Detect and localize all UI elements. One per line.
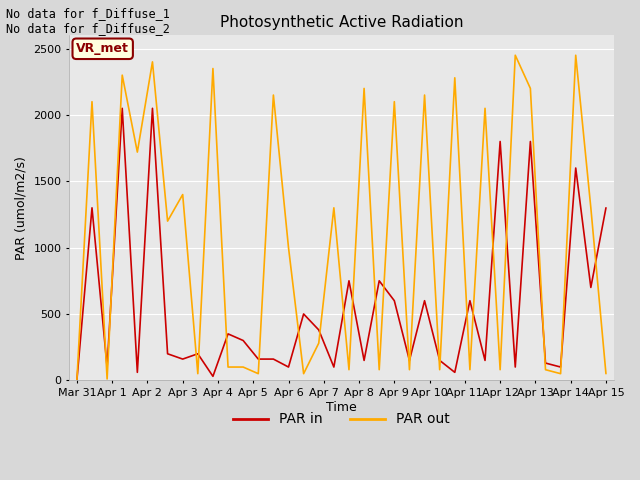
PAR out — [587, 205, 595, 211]
PAR in — [239, 337, 247, 343]
PAR out — [315, 340, 323, 346]
PAR in — [285, 364, 292, 370]
PAR in — [88, 205, 96, 211]
PAR out — [390, 99, 398, 105]
PAR in — [300, 311, 307, 317]
PAR in — [73, 377, 81, 383]
PAR in — [209, 373, 217, 379]
PAR out — [148, 59, 156, 65]
PAR out — [224, 364, 232, 370]
PAR in — [376, 278, 383, 284]
PAR in — [602, 205, 610, 211]
PAR out — [269, 92, 277, 98]
PAR out — [602, 371, 610, 376]
PAR in — [103, 364, 111, 370]
PAR out — [255, 371, 262, 376]
PAR in — [345, 278, 353, 284]
PAR in — [557, 364, 564, 370]
PAR out — [239, 364, 247, 370]
PAR out — [179, 192, 186, 197]
PAR in — [224, 331, 232, 337]
PAR in — [134, 370, 141, 375]
PAR in — [496, 139, 504, 144]
PAR out — [541, 367, 549, 372]
PAR out — [209, 66, 217, 72]
Text: VR_met: VR_met — [76, 42, 129, 55]
PAR in — [481, 358, 489, 363]
PAR in — [587, 285, 595, 290]
PAR in — [148, 106, 156, 111]
PAR out — [572, 52, 580, 58]
PAR out — [496, 367, 504, 372]
PAR in — [330, 364, 338, 370]
Text: No data for f_Diffuse_1: No data for f_Diffuse_1 — [6, 7, 170, 20]
PAR in — [164, 351, 172, 357]
PAR out — [360, 85, 368, 91]
PAR in — [541, 360, 549, 366]
PAR out — [527, 85, 534, 91]
Line: PAR in: PAR in — [77, 108, 606, 380]
PAR in — [436, 358, 444, 363]
PAR out — [436, 367, 444, 372]
PAR in — [360, 358, 368, 363]
PAR in — [466, 298, 474, 303]
PAR in — [527, 139, 534, 144]
PAR in — [390, 298, 398, 303]
PAR out — [330, 205, 338, 211]
PAR in — [420, 298, 428, 303]
PAR in — [255, 356, 262, 362]
PAR out — [451, 75, 459, 81]
Title: Photosynthetic Active Radiation: Photosynthetic Active Radiation — [220, 15, 463, 30]
PAR out — [466, 367, 474, 372]
PAR out — [557, 371, 564, 376]
Legend: PAR in, PAR out: PAR in, PAR out — [227, 407, 456, 432]
PAR out — [88, 99, 96, 105]
PAR out — [103, 376, 111, 382]
PAR out — [481, 106, 489, 111]
X-axis label: Time: Time — [326, 401, 356, 414]
PAR out — [376, 367, 383, 372]
Y-axis label: PAR (umol/m2/s): PAR (umol/m2/s) — [15, 156, 28, 260]
PAR out — [285, 245, 292, 251]
PAR in — [511, 364, 519, 370]
PAR in — [118, 106, 126, 111]
PAR in — [194, 351, 202, 357]
PAR in — [572, 165, 580, 171]
PAR out — [134, 149, 141, 155]
PAR in — [451, 370, 459, 375]
PAR out — [345, 367, 353, 372]
PAR in — [406, 358, 413, 363]
Line: PAR out: PAR out — [77, 55, 606, 380]
PAR out — [420, 92, 428, 98]
PAR out — [194, 371, 202, 376]
Text: No data for f_Diffuse_2: No data for f_Diffuse_2 — [6, 22, 170, 35]
PAR in — [315, 327, 323, 333]
PAR in — [269, 356, 277, 362]
PAR out — [73, 377, 81, 383]
PAR out — [118, 72, 126, 78]
PAR out — [300, 371, 307, 376]
PAR in — [179, 356, 186, 362]
PAR out — [164, 218, 172, 224]
PAR out — [511, 52, 519, 58]
PAR out — [406, 367, 413, 372]
